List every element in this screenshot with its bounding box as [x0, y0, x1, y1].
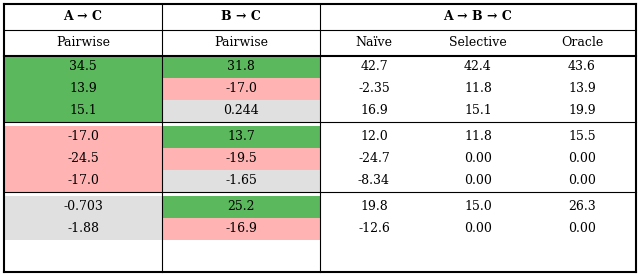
Bar	[162, 78, 320, 100]
Text: 0.00: 0.00	[568, 174, 596, 187]
Bar	[4, 126, 162, 148]
Text: A → B → C: A → B → C	[444, 10, 513, 23]
Text: -2.35: -2.35	[358, 83, 390, 95]
Text: Pairwise: Pairwise	[214, 36, 268, 49]
Text: Pairwise: Pairwise	[56, 36, 110, 49]
Text: 34.5: 34.5	[69, 60, 97, 73]
Text: -12.6: -12.6	[358, 222, 390, 235]
Text: B → C: B → C	[221, 10, 261, 23]
Bar	[4, 56, 162, 78]
Text: -1.65: -1.65	[225, 174, 257, 187]
Text: -17.0: -17.0	[225, 83, 257, 95]
Text: 15.5: 15.5	[568, 131, 596, 144]
Text: 19.9: 19.9	[568, 105, 596, 118]
Text: 0.00: 0.00	[464, 222, 492, 235]
Text: 11.8: 11.8	[464, 131, 492, 144]
Text: -17.0: -17.0	[67, 174, 99, 187]
Text: -8.34: -8.34	[358, 174, 390, 187]
Bar	[4, 196, 162, 218]
Bar	[4, 78, 162, 100]
Text: 13.9: 13.9	[69, 83, 97, 95]
Bar	[4, 148, 162, 170]
Text: -17.0: -17.0	[67, 131, 99, 144]
Text: 13.7: 13.7	[227, 131, 255, 144]
Bar	[4, 170, 162, 192]
Text: 0.00: 0.00	[464, 174, 492, 187]
Text: 26.3: 26.3	[568, 200, 596, 214]
Text: 19.8: 19.8	[360, 200, 388, 214]
Text: 11.8: 11.8	[464, 83, 492, 95]
Text: Naïve: Naïve	[355, 36, 392, 49]
Text: -24.7: -24.7	[358, 153, 390, 166]
Bar	[4, 100, 162, 122]
Text: Oracle: Oracle	[561, 36, 603, 49]
Bar	[162, 196, 320, 218]
Text: 0.00: 0.00	[568, 222, 596, 235]
Text: 13.9: 13.9	[568, 83, 596, 95]
Bar	[162, 218, 320, 240]
Text: 31.8: 31.8	[227, 60, 255, 73]
Text: 0.00: 0.00	[464, 153, 492, 166]
Text: 12.0: 12.0	[360, 131, 388, 144]
Text: 25.2: 25.2	[227, 200, 255, 214]
Text: -16.9: -16.9	[225, 222, 257, 235]
Text: 15.1: 15.1	[69, 105, 97, 118]
Text: A → C: A → C	[63, 10, 102, 23]
Bar	[162, 148, 320, 170]
Text: -19.5: -19.5	[225, 153, 257, 166]
Text: 16.9: 16.9	[360, 105, 388, 118]
Text: Selective: Selective	[449, 36, 507, 49]
Text: 0.244: 0.244	[223, 105, 259, 118]
Text: 15.1: 15.1	[464, 105, 492, 118]
Text: -24.5: -24.5	[67, 153, 99, 166]
Bar	[162, 56, 320, 78]
Bar	[162, 100, 320, 122]
Text: -1.88: -1.88	[67, 222, 99, 235]
Bar	[162, 170, 320, 192]
Bar	[162, 126, 320, 148]
Text: 15.0: 15.0	[464, 200, 492, 214]
Text: 0.00: 0.00	[568, 153, 596, 166]
Text: 43.6: 43.6	[568, 60, 596, 73]
Bar	[4, 218, 162, 240]
Text: 42.4: 42.4	[464, 60, 492, 73]
Text: -0.703: -0.703	[63, 200, 103, 214]
Text: 42.7: 42.7	[360, 60, 388, 73]
